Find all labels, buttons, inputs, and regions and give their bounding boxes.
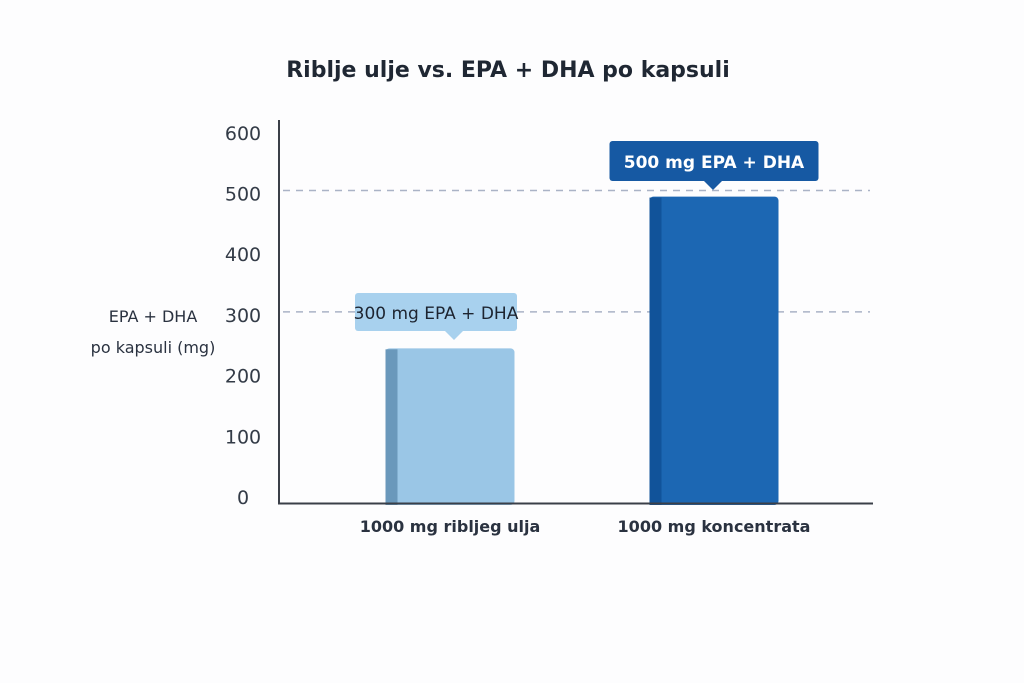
bar bbox=[649, 196, 779, 505]
data-label-box bbox=[355, 293, 517, 331]
bar-side-shade bbox=[385, 349, 398, 505]
bar-side-shade bbox=[649, 197, 662, 505]
y-tick-label: 500 bbox=[225, 184, 261, 206]
bar bbox=[385, 348, 515, 505]
data-label-box bbox=[609, 141, 819, 181]
data-label-pointer bbox=[704, 181, 722, 190]
x-category-label: 1000 mg ribljeg ulja bbox=[360, 517, 541, 536]
y-tick-label: 0 bbox=[237, 487, 249, 509]
y-tick-label: 400 bbox=[225, 244, 261, 266]
y-tick-label: 200 bbox=[225, 366, 261, 388]
y-axis-label-line2: po kapsuli (mg) bbox=[91, 338, 216, 357]
data-label: 300 mg EPA + DHA bbox=[354, 304, 519, 324]
data-label: 500 mg EPA + DHA bbox=[624, 153, 805, 173]
y-tick-label: 600 bbox=[225, 123, 261, 145]
y-tick-label: 300 bbox=[225, 305, 261, 327]
y-tick-label: 100 bbox=[225, 426, 261, 448]
chart-title: Riblje ulje vs. EPA + DHA po kapsuli bbox=[286, 58, 730, 83]
x-category-label: 1000 mg koncentrata bbox=[618, 517, 811, 536]
y-axis-label-line1: EPA + DHA bbox=[109, 307, 198, 326]
data-label-pointer bbox=[445, 331, 463, 340]
